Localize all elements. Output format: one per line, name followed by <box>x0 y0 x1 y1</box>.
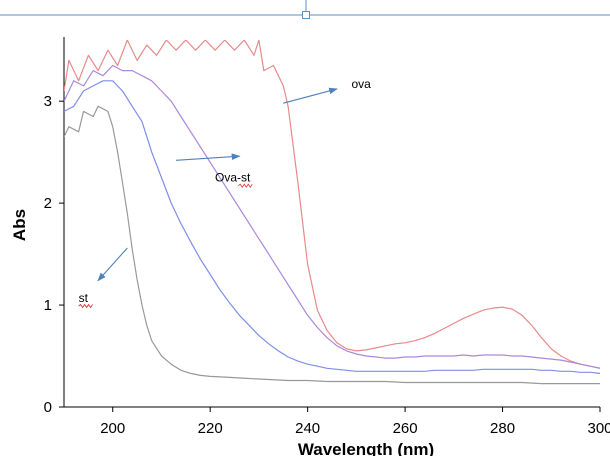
y-tick-label: 2 <box>44 195 52 212</box>
annotation-arrow-1 <box>283 87 338 104</box>
annotation-label-3: st <box>79 291 89 305</box>
y-tick-label: 0 <box>44 399 52 416</box>
y-tick-label: 1 <box>44 297 52 314</box>
x-tick-label: 260 <box>393 420 418 437</box>
y-axis-label: Abs <box>10 209 29 241</box>
annotation-label-1: ova <box>351 77 371 91</box>
x-tick-label: 240 <box>295 420 320 437</box>
selection-handle[interactable] <box>302 11 310 19</box>
axes-group: 200 220 240 260 280 300 0 1 2 3 <box>44 37 610 437</box>
series-line-4 <box>64 105 600 385</box>
spellcheck-squiggle-2 <box>238 183 253 188</box>
series-line-2 <box>64 64 600 369</box>
annotation-arrow-3 <box>97 247 128 282</box>
x-tick-label: 200 <box>100 420 125 437</box>
series-line-3 <box>64 80 600 374</box>
annotation-arrow-2 <box>176 153 241 161</box>
series-group <box>64 40 600 385</box>
annotation-label-2: Ova-st <box>215 171 251 185</box>
annotations-group: ova Ova-st st <box>78 77 371 309</box>
x-tick-label: 300 <box>587 420 610 437</box>
x-tick-label: 280 <box>490 420 515 437</box>
x-tick-label: 220 <box>198 420 223 437</box>
x-axis-label: Wavelength (nm) <box>298 440 434 456</box>
y-tick-label: 3 <box>44 93 52 110</box>
series-line-1 <box>64 40 600 369</box>
spellcheck-squiggle-3 <box>78 303 93 309</box>
